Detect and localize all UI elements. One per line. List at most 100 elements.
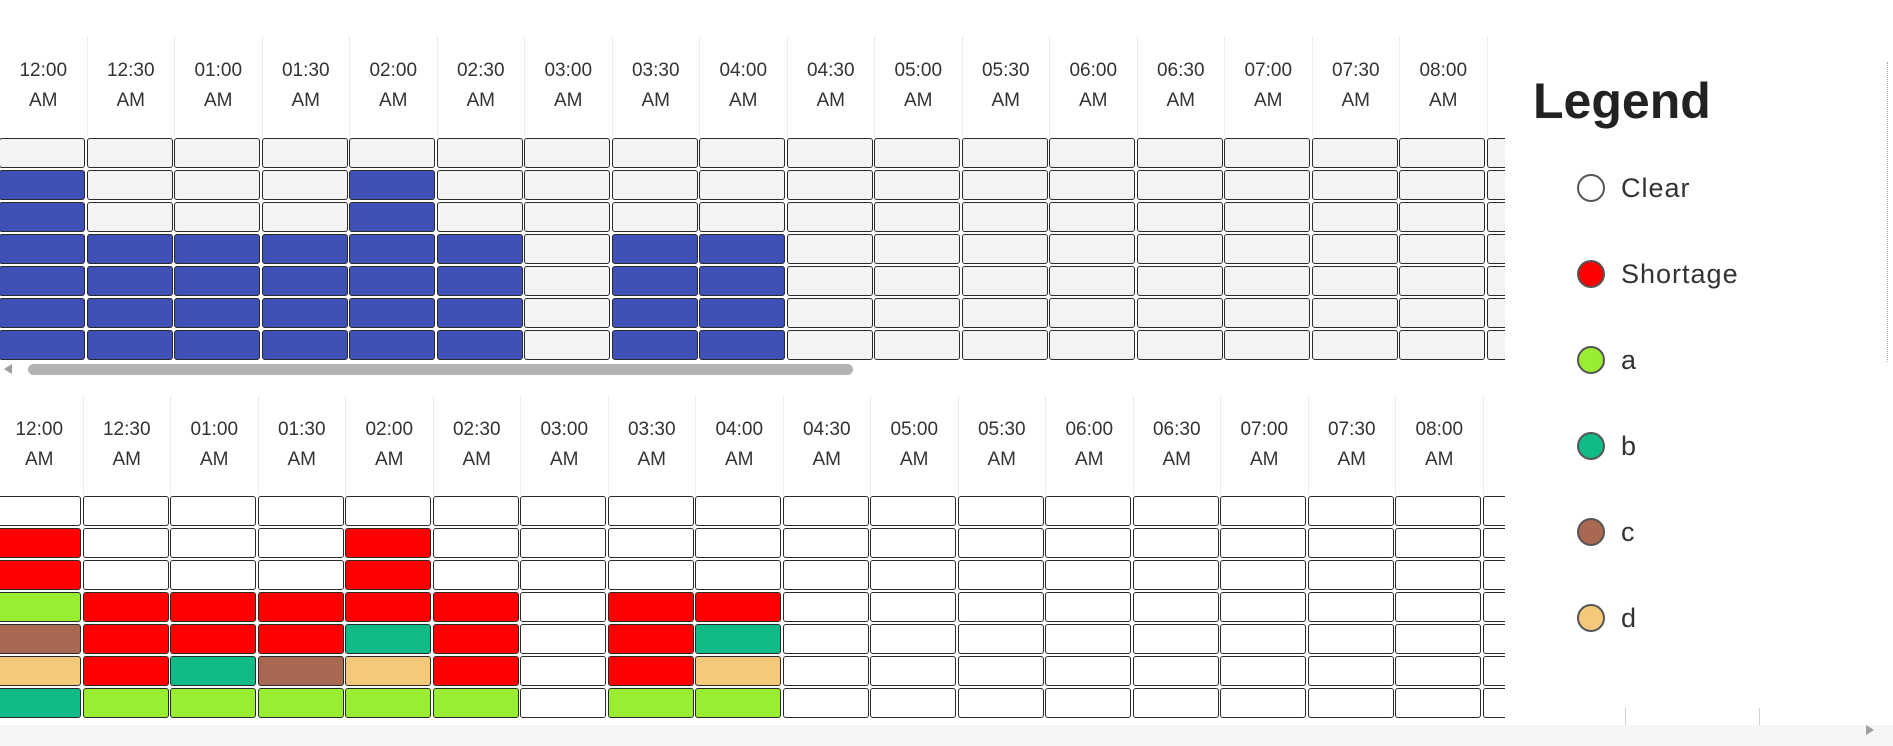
schedule-cell-clear[interactable] — [1482, 496, 1505, 526]
schedule-cell-empty[interactable] — [1486, 202, 1505, 232]
schedule-cell-d[interactable] — [0, 656, 81, 686]
schedule-cell-empty[interactable] — [786, 234, 873, 264]
schedule-cell-filled[interactable] — [174, 266, 260, 296]
schedule-cell-b[interactable] — [0, 688, 81, 718]
schedule-cell-empty[interactable] — [1311, 298, 1398, 328]
schedule-cell-clear[interactable] — [870, 560, 956, 590]
schedule-cell-empty[interactable] — [1224, 138, 1310, 168]
schedule-cell-empty[interactable] — [1311, 330, 1398, 360]
schedule-cell-filled[interactable] — [349, 330, 435, 360]
schedule-cell-clear[interactable] — [1307, 656, 1394, 686]
schedule-cell-empty[interactable] — [261, 138, 348, 168]
schedule-cell-empty[interactable] — [786, 138, 873, 168]
schedule-cell-clear[interactable] — [1482, 592, 1505, 622]
schedule-cell-filled[interactable] — [174, 298, 260, 328]
schedule-cell-empty[interactable] — [1486, 330, 1505, 360]
schedule-cell-clear[interactable] — [1395, 528, 1481, 558]
schedule-cell-empty[interactable] — [436, 170, 523, 200]
schedule-cell-filled[interactable] — [86, 298, 173, 328]
schedule-cell-clear[interactable] — [1045, 624, 1131, 654]
right-edge-scrollbar[interactable] — [1887, 62, 1890, 362]
schedule-cell-clear[interactable] — [1307, 592, 1394, 622]
schedule-cell-clear[interactable] — [957, 688, 1044, 718]
schedule-cell-shortage[interactable] — [170, 624, 256, 654]
schedule-cell-clear[interactable] — [870, 592, 956, 622]
schedule-cell-filled[interactable] — [349, 202, 435, 232]
schedule-cell-filled[interactable] — [699, 266, 785, 296]
schedule-cell-shortage[interactable] — [607, 592, 694, 622]
schedule-cell-empty[interactable] — [874, 170, 960, 200]
schedule-cell-clear[interactable] — [1132, 624, 1219, 654]
schedule-cell-empty[interactable] — [874, 202, 960, 232]
schedule-cell-empty[interactable] — [699, 202, 785, 232]
schedule-cell-clear[interactable] — [170, 496, 256, 526]
schedule-cell-empty[interactable] — [1224, 298, 1310, 328]
schedule-cell-a[interactable] — [0, 592, 81, 622]
schedule-cell-empty[interactable] — [699, 138, 785, 168]
schedule-cell-clear[interactable] — [1307, 560, 1394, 590]
schedule-cell-clear[interactable] — [782, 688, 869, 718]
schedule-cell-empty[interactable] — [1136, 266, 1223, 296]
schedule-cell-empty[interactable] — [1049, 202, 1135, 232]
schedule-cell-clear[interactable] — [1132, 528, 1219, 558]
schedule-cell-a[interactable] — [345, 688, 431, 718]
schedule-cell-a[interactable] — [432, 688, 519, 718]
schedule-cell-empty[interactable] — [1399, 202, 1485, 232]
schedule-cell-clear[interactable] — [957, 592, 1044, 622]
schedule-cell-shortage[interactable] — [82, 624, 169, 654]
schedule-cell-empty[interactable] — [961, 138, 1048, 168]
schedule-cell-clear[interactable] — [1132, 560, 1219, 590]
schedule-cell-empty[interactable] — [1486, 234, 1505, 264]
schedule-cell-empty[interactable] — [1136, 170, 1223, 200]
schedule-cell-empty[interactable] — [86, 170, 173, 200]
schedule-cell-empty[interactable] — [174, 170, 260, 200]
schedule-cell-clear[interactable] — [1045, 656, 1131, 686]
schedule-cell-empty[interactable] — [786, 170, 873, 200]
schedule-cell-clear[interactable] — [1220, 592, 1306, 622]
schedule-cell-empty[interactable] — [1224, 234, 1310, 264]
schedule-cell-empty[interactable] — [1399, 298, 1485, 328]
schedule-cell-clear[interactable] — [782, 560, 869, 590]
schedule-cell-empty[interactable] — [1224, 330, 1310, 360]
scroll-left-arrow-icon[interactable] — [4, 364, 12, 374]
schedule-cell-clear[interactable] — [1045, 528, 1131, 558]
schedule-cell-clear[interactable] — [82, 496, 169, 526]
schedule-cell-clear[interactable] — [520, 528, 606, 558]
schedule-cell-clear[interactable] — [1220, 624, 1306, 654]
schedule-cell-empty[interactable] — [1136, 298, 1223, 328]
schedule-cell-filled[interactable] — [0, 170, 85, 200]
schedule-cell-empty[interactable] — [786, 330, 873, 360]
schedule-cell-a[interactable] — [82, 688, 169, 718]
schedule-cell-empty[interactable] — [261, 170, 348, 200]
schedule-cell-clear[interactable] — [695, 560, 781, 590]
schedule-cell-a[interactable] — [607, 688, 694, 718]
schedule-cell-clear[interactable] — [1482, 656, 1505, 686]
schedule-cell-clear[interactable] — [1307, 496, 1394, 526]
schedule-cell-clear[interactable] — [1132, 592, 1219, 622]
schedule-cell-clear[interactable] — [1395, 688, 1481, 718]
schedule-cell-clear[interactable] — [1045, 496, 1131, 526]
schedule-cell-clear[interactable] — [1045, 688, 1131, 718]
schedule-cell-filled[interactable] — [0, 234, 85, 264]
schedule-cell-empty[interactable] — [786, 202, 873, 232]
schedule-cell-clear[interactable] — [1220, 496, 1306, 526]
schedule-cell-clear[interactable] — [257, 560, 344, 590]
schedule-cell-c[interactable] — [0, 624, 81, 654]
scroll-right-arrow-icon[interactable] — [1866, 725, 1874, 735]
schedule-cell-clear[interactable] — [782, 528, 869, 558]
schedule-cell-shortage[interactable] — [0, 528, 81, 558]
schedule-cell-clear[interactable] — [957, 496, 1044, 526]
schedule-cell-empty[interactable] — [874, 298, 960, 328]
schedule-cell-empty[interactable] — [1311, 170, 1398, 200]
schedule-cell-empty[interactable] — [874, 234, 960, 264]
schedule-cell-clear[interactable] — [870, 496, 956, 526]
schedule-cell-empty[interactable] — [0, 138, 85, 168]
schedule-cell-empty[interactable] — [174, 202, 260, 232]
schedule-cell-clear[interactable] — [870, 656, 956, 686]
schedule-cell-empty[interactable] — [86, 138, 173, 168]
schedule-cell-empty[interactable] — [1311, 234, 1398, 264]
schedule-cell-clear[interactable] — [1307, 688, 1394, 718]
schedule-cell-clear[interactable] — [1395, 624, 1481, 654]
schedule-cell-filled[interactable] — [86, 234, 173, 264]
schedule-cell-clear[interactable] — [1395, 496, 1481, 526]
